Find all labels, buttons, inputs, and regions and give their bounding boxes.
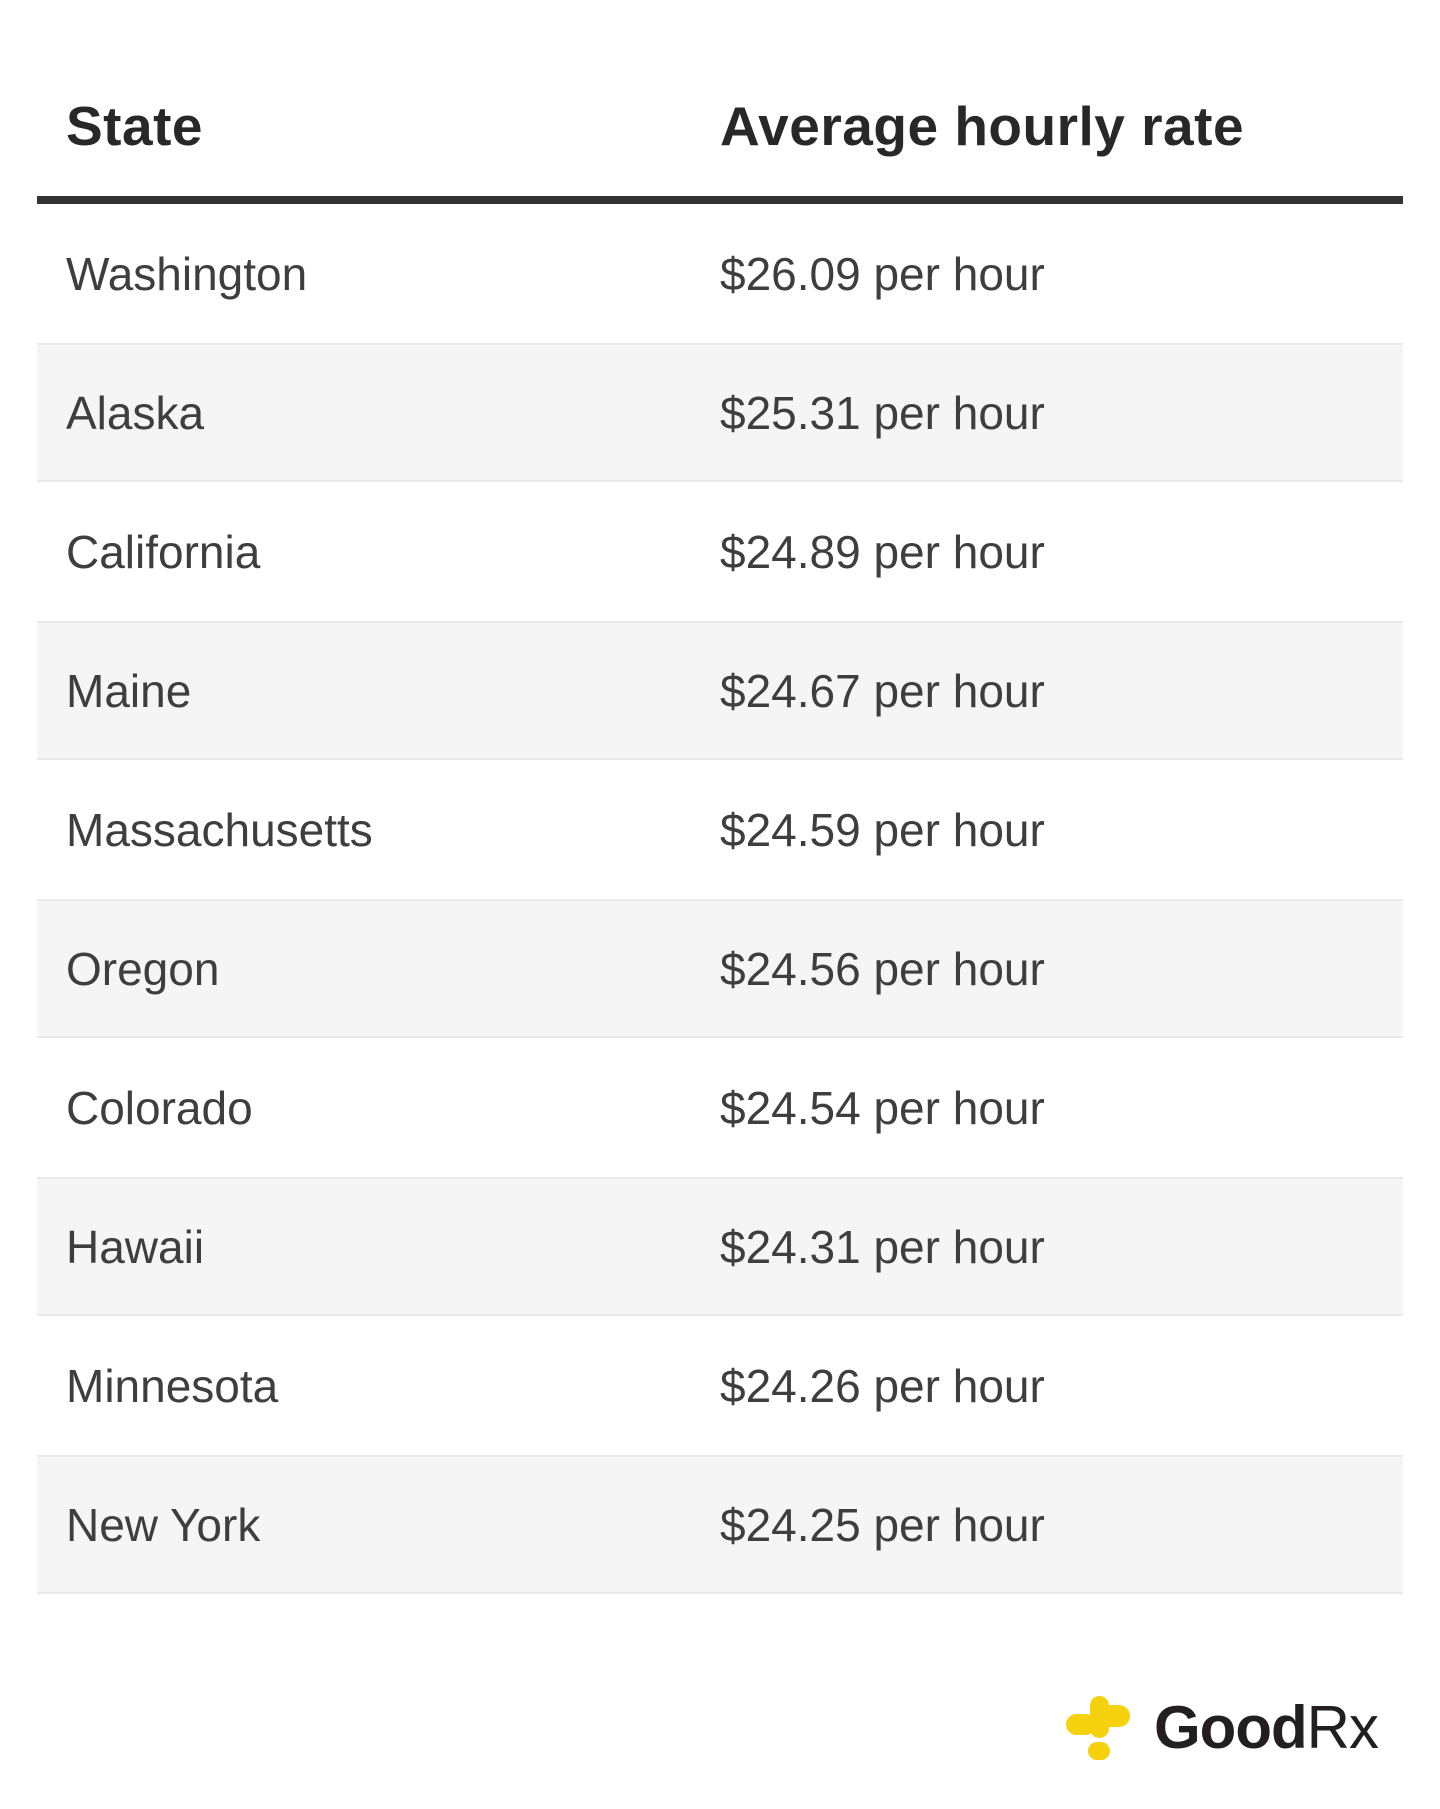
rate-cell: $24.25 per hour — [720, 1498, 1045, 1551]
rate-cell: $24.67 per hour — [720, 664, 1045, 717]
state-cell: California — [66, 525, 261, 578]
state-cell: Minnesota — [66, 1359, 279, 1412]
table-row: New York $24.25 per hour — [37, 1455, 1403, 1594]
rate-cell: $24.54 per hour — [720, 1081, 1045, 1134]
column-header-state: State — [66, 95, 203, 157]
state-cell: Washington — [66, 247, 308, 300]
table-row: Hawaii $24.31 per hour — [37, 1177, 1403, 1316]
goodrx-wordmark: GoodRx — [1154, 1693, 1379, 1762]
table-body: Washington $26.09 per hour Alaska $25.31… — [37, 204, 1403, 1594]
rate-cell: $24.26 per hour — [720, 1359, 1045, 1412]
state-cell: Oregon — [66, 942, 220, 995]
goodrx-logo: GoodRx — [1066, 1693, 1379, 1762]
table-row: California $24.89 per hour — [37, 482, 1403, 621]
table-row: Washington $26.09 per hour — [37, 204, 1403, 343]
state-cell: Hawaii — [66, 1220, 205, 1273]
table-header-row: State Average hourly rate — [37, 60, 1403, 192]
table-row: Massachusetts $24.59 per hour — [37, 760, 1403, 899]
column-header-rate: Average hourly rate — [720, 95, 1245, 157]
header-divider-rule — [37, 196, 1403, 204]
rate-cell: $26.09 per hour — [720, 247, 1045, 300]
rate-cell: $24.56 per hour — [720, 942, 1045, 995]
state-cell: Alaska — [66, 386, 205, 439]
goodrx-plus-icon — [1066, 1695, 1130, 1760]
rate-cell: $25.31 per hour — [720, 386, 1045, 439]
goodrx-wordmark-rx: Rx — [1306, 1694, 1379, 1761]
table-row: Minnesota $24.26 per hour — [37, 1316, 1403, 1455]
state-cell: Maine — [66, 664, 192, 717]
table-row: Alaska $25.31 per hour — [37, 343, 1403, 482]
table-row: Oregon $24.56 per hour — [37, 899, 1403, 1038]
state-cell: New York — [66, 1498, 261, 1551]
state-cell: Massachusetts — [66, 803, 373, 856]
table-row: Colorado $24.54 per hour — [37, 1038, 1403, 1177]
table-row: Maine $24.67 per hour — [37, 621, 1403, 760]
rate-cell: $24.59 per hour — [720, 803, 1045, 856]
rate-cell: $24.31 per hour — [720, 1220, 1045, 1273]
state-cell: Colorado — [66, 1081, 253, 1134]
rate-cell: $24.89 per hour — [720, 525, 1045, 578]
goodrx-wordmark-good: Good — [1154, 1694, 1308, 1761]
